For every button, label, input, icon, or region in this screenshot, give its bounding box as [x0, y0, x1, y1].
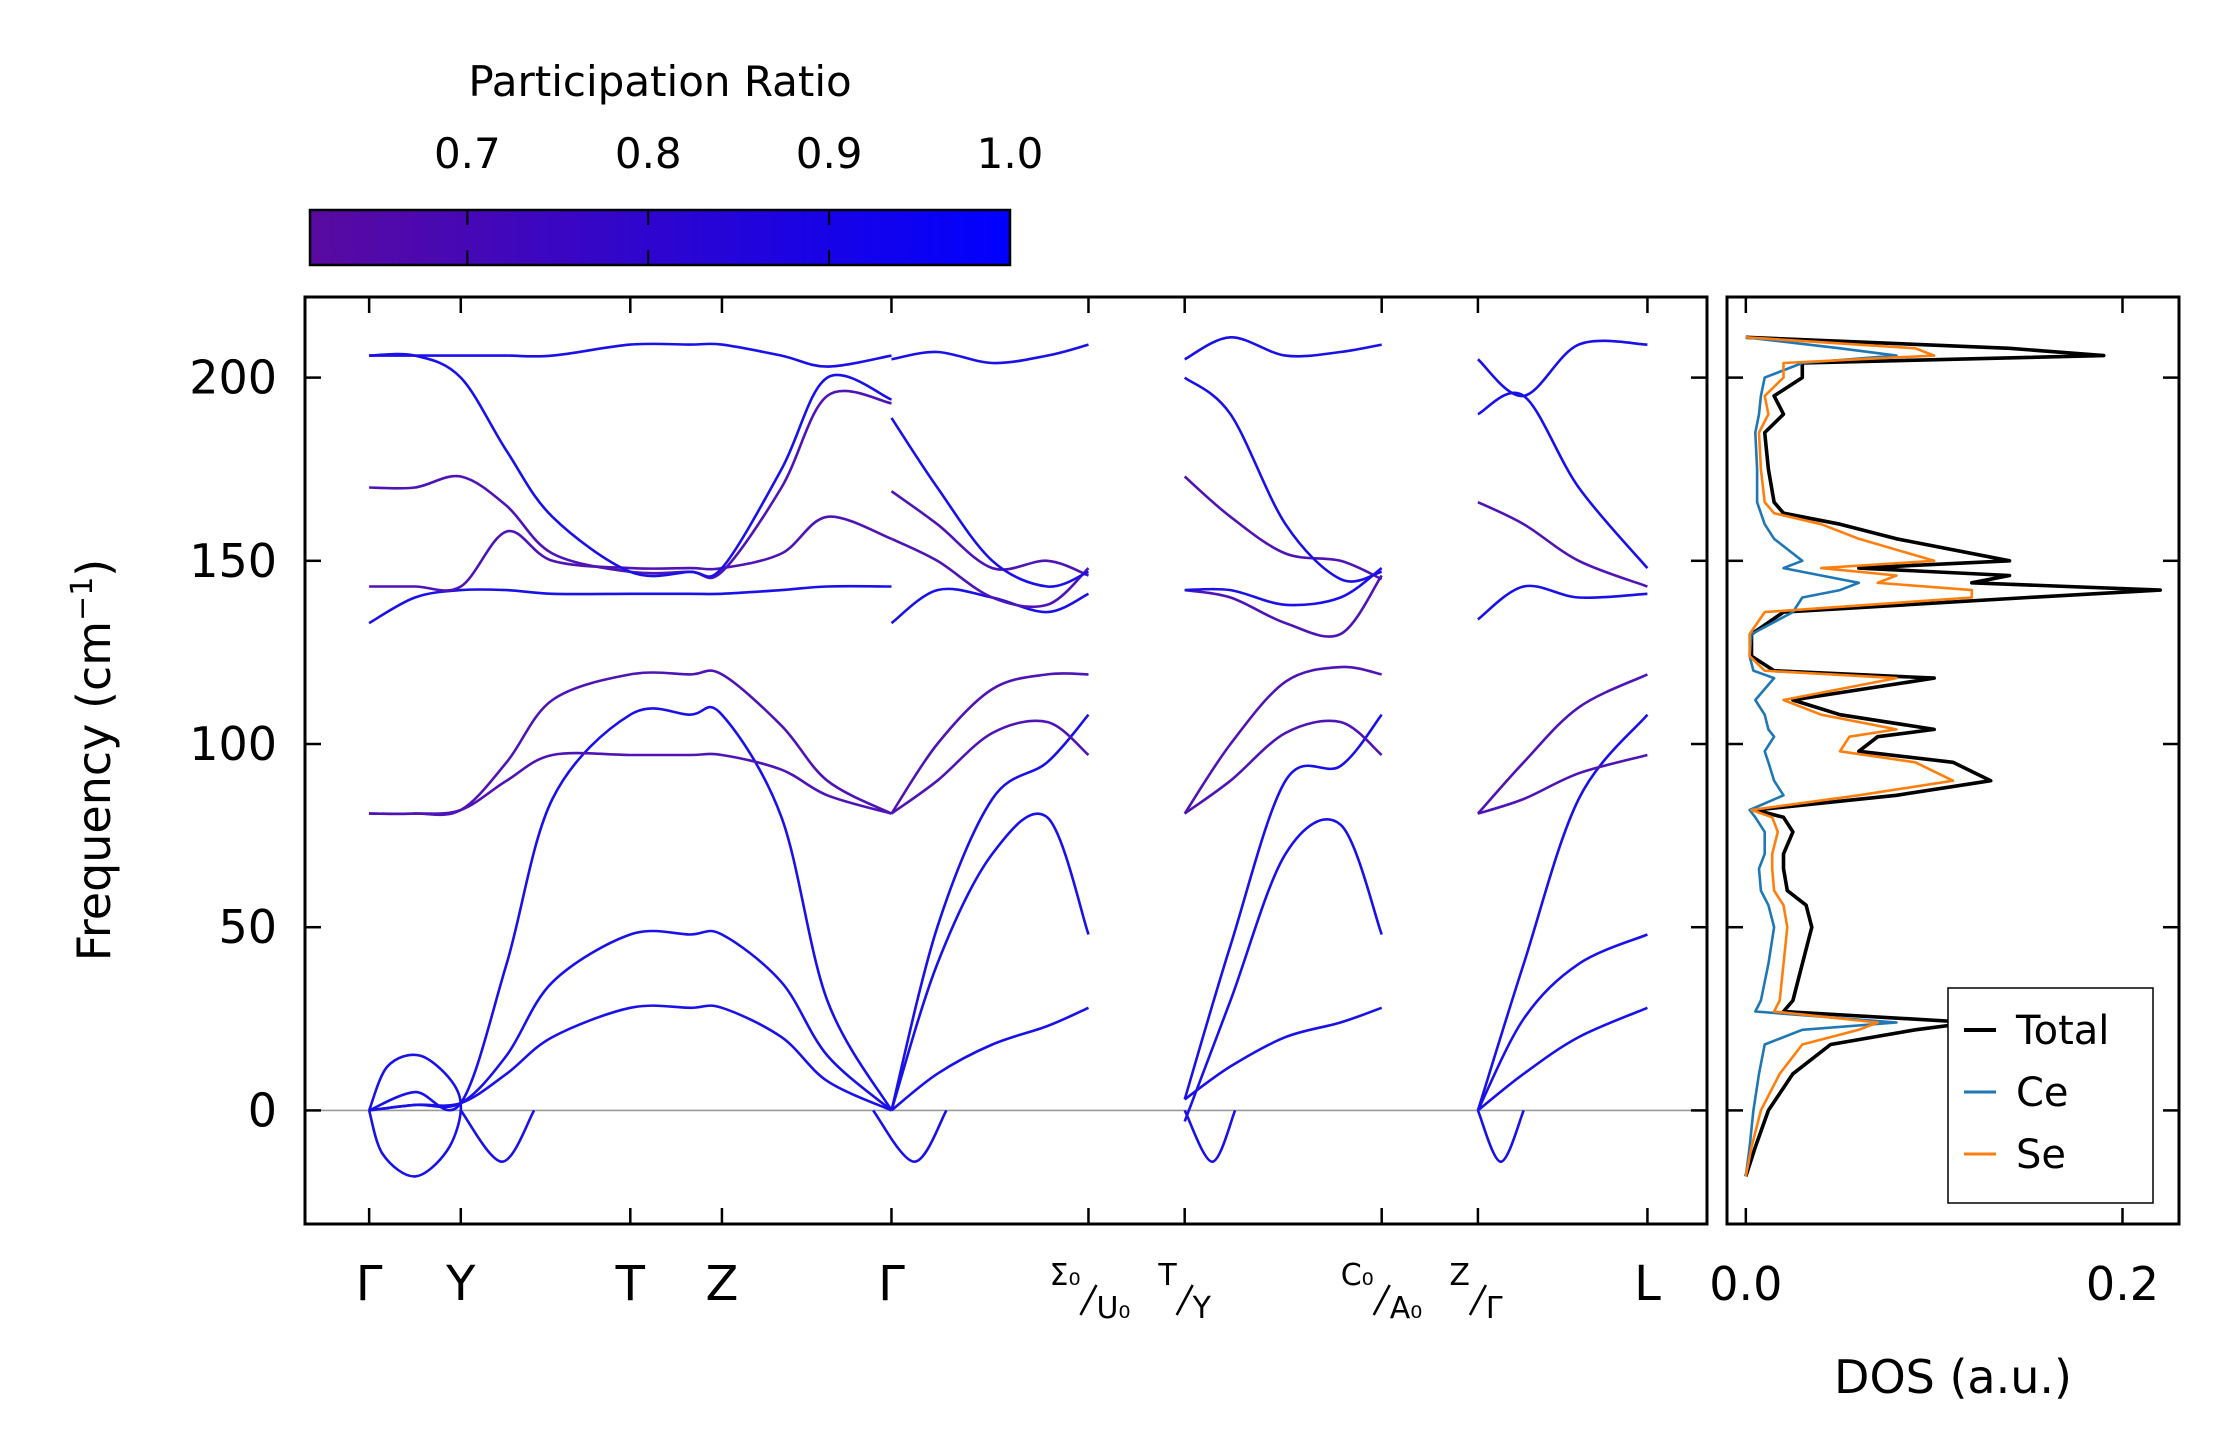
phonon-band [369, 751, 892, 816]
legend: Total Ce Se [1947, 987, 2154, 1204]
dos-curves [1744, 335, 2162, 1177]
phonon-band [369, 342, 892, 368]
phonon-band [368, 1004, 893, 1112]
phonon-band [890, 1006, 1090, 1112]
q-point-label: Z [705, 1256, 738, 1312]
phonon-band [1477, 391, 1649, 569]
phonon-band [367, 1053, 463, 1178]
phonon-band [890, 587, 1090, 625]
phonon-bands [367, 335, 1649, 1178]
legend-box [1947, 987, 2154, 1204]
y-ticks: 0 50 100 150 200 [189, 351, 1707, 1137]
q-split-label-bottom: A₀ [1390, 1291, 1423, 1326]
phonon-band [368, 929, 893, 1112]
dos-panel: 0.0 0.2 DOS (a.u.) Total Ce Se [1709, 295, 2181, 1404]
y-tick-label: 0 [248, 1083, 277, 1137]
q-point-label: T [615, 1256, 646, 1312]
q-split-slash [1372, 1284, 1391, 1316]
q-split-label-bottom: Y [1192, 1291, 1212, 1326]
q-split-label-top: T [1157, 1258, 1177, 1293]
x-axis-label: DOS (a.u.) [1834, 1350, 2072, 1404]
q-split-slash [1175, 1284, 1194, 1316]
phonon-band [459, 1109, 536, 1164]
dos-line-total [1744, 335, 2162, 1177]
phonon-band [890, 417, 1090, 588]
dos-x-tick-label: 0.0 [1709, 1257, 1782, 1311]
dos-line-ce [1744, 336, 1898, 1177]
phonon-band [1476, 933, 1648, 1111]
phonon-band [1183, 719, 1383, 815]
colorbar-tick-label: 0.7 [434, 129, 501, 178]
q-point-label: L [1634, 1256, 1661, 1312]
y-tick-label: 150 [189, 534, 277, 588]
q-point-label: Y [445, 1256, 476, 1312]
phonon-band [890, 672, 1089, 815]
phonon-band [1476, 1109, 1525, 1164]
phonon-band [1477, 584, 1648, 621]
phonon-band [872, 1109, 948, 1164]
legend-label-se: Se [2016, 1132, 2066, 1178]
dispersion-frame [303, 295, 1709, 1226]
phonon-band [1183, 475, 1383, 581]
dos-x-tick-label: 0.2 [2086, 1257, 2159, 1311]
phonon-band [1183, 713, 1383, 1100]
colorbar-gradient [308, 208, 1012, 267]
legend-label-ce: Ce [2016, 1070, 2069, 1116]
q-split-slash [1079, 1284, 1098, 1316]
q-point-label: Γ [356, 1256, 383, 1312]
colorbar-tick-label: 0.8 [615, 129, 682, 178]
phonon-band [890, 713, 1090, 1111]
q-split-slash [1468, 1284, 1488, 1316]
phonon-band [1477, 501, 1648, 588]
phonon-band [1477, 339, 1648, 398]
phonon-band [1183, 1109, 1237, 1164]
phonon-band [1183, 1006, 1383, 1101]
phonon-band [1184, 567, 1383, 607]
dos-ticks: 0.0 0.2 [1709, 297, 2179, 1311]
q-point-label: Γ [878, 1256, 905, 1312]
phonon-band [891, 343, 1089, 365]
q-split-label-top: C₀ [1341, 1258, 1374, 1293]
phonon-band [1183, 818, 1383, 1122]
phonon-band [1184, 335, 1382, 361]
phonon-band [890, 490, 1089, 577]
q-split-label-top: Σ₀ [1049, 1258, 1080, 1293]
colorbar-title: Participation Ratio [468, 57, 851, 106]
y-tick-label: 50 [218, 900, 277, 954]
legend-label-total: Total [2015, 1008, 2109, 1054]
phonon-band [369, 389, 892, 580]
phonon-band [1183, 376, 1383, 583]
dos-frame [1725, 295, 2181, 1226]
q-split-label-top: Z [1449, 1258, 1470, 1293]
phonon-band [369, 669, 893, 817]
colorbar-tick-label: 1.0 [977, 129, 1044, 178]
phonon-band [1183, 665, 1382, 815]
phonon-band [1184, 574, 1383, 638]
y-tick-label: 200 [189, 351, 277, 405]
q-split-label-bottom: Γ [1486, 1291, 1503, 1326]
phonon-band [890, 812, 1090, 1111]
phonon-band [369, 352, 893, 578]
phonon-band [890, 719, 1090, 815]
colorbar: Participation Ratio 0.7 0.8 0.9 1.0 [308, 57, 1043, 267]
y-axis-label: Frequency (cm−1) [65, 559, 121, 962]
dos-line-se [1744, 336, 1974, 1177]
colorbar-ticks: 0.7 0.8 0.9 1.0 [434, 129, 1043, 265]
y-tick-label: 100 [189, 717, 277, 771]
phonon-band [890, 537, 1090, 609]
phonon-band [1476, 673, 1648, 815]
q-split-label-bottom: U₀ [1096, 1291, 1130, 1326]
phonon-band [369, 515, 892, 592]
phonon-band [1476, 713, 1649, 1111]
colorbar-tick-label: 0.9 [796, 129, 863, 178]
phonon-band [1477, 1006, 1648, 1112]
phonon-band [1477, 753, 1648, 815]
